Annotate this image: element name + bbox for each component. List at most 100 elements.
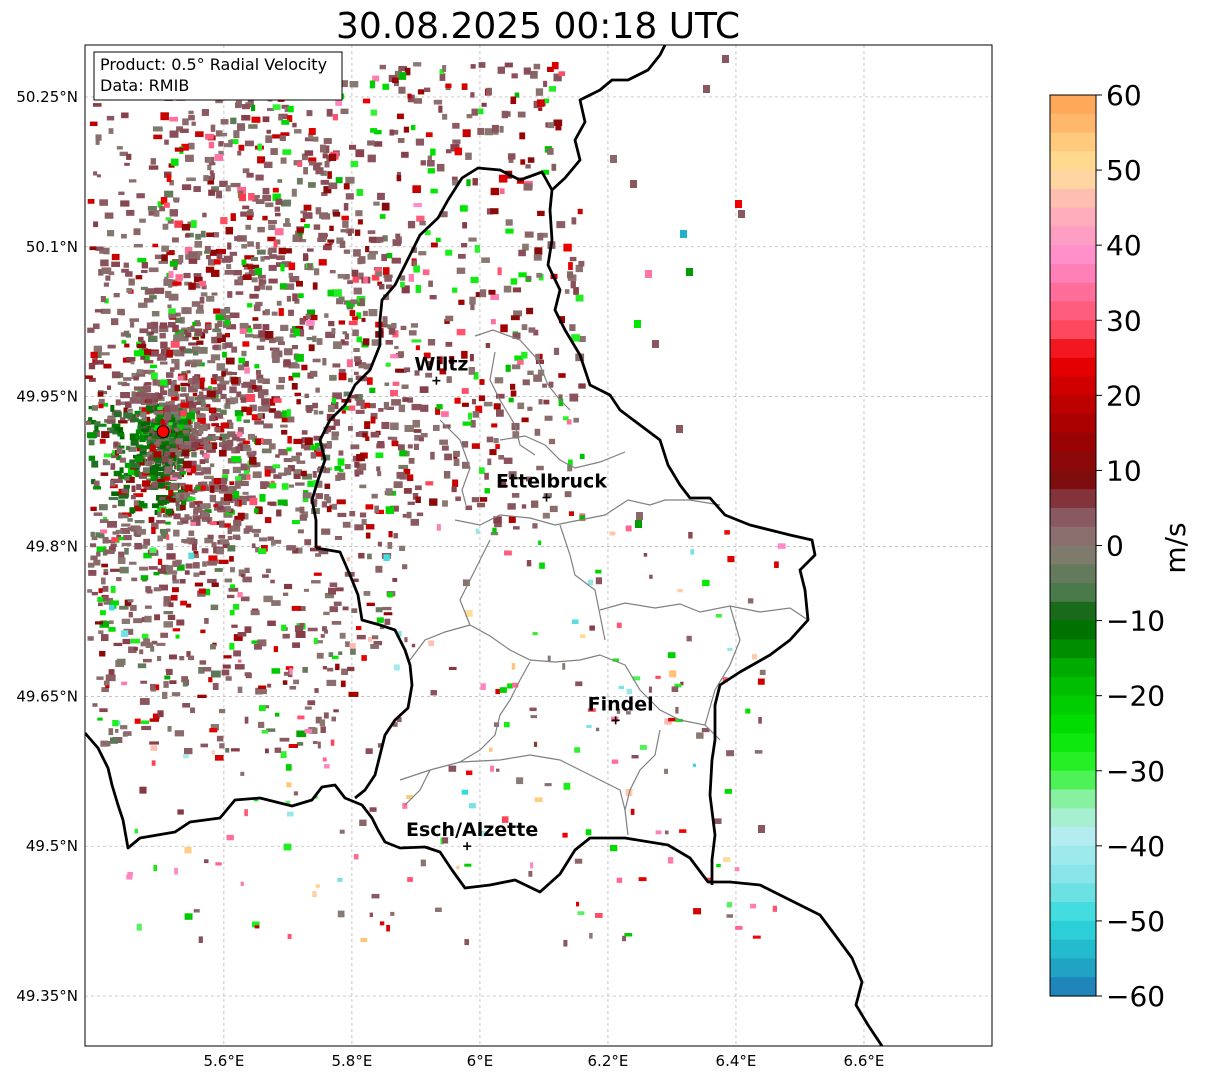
echo-pixel: [174, 453, 180, 460]
echo-pixel: [284, 283, 295, 290]
echo-pixel: [137, 425, 145, 430]
echo-pixel: [179, 466, 185, 472]
colorbar-segment: [1050, 95, 1096, 115]
echo-pixel: [220, 394, 227, 399]
echo-pixel: [130, 414, 136, 419]
echo-pixel: [349, 81, 359, 88]
echo-pixel: [185, 332, 192, 338]
echo-pixel: [449, 356, 455, 364]
echo-pixel: [292, 547, 302, 554]
echo-pixel: [243, 419, 250, 423]
echo-pixel: [465, 505, 473, 511]
echo-pixel: [284, 107, 290, 113]
echo-pixel: [567, 464, 573, 472]
echo-pixel: [302, 473, 312, 480]
echo-pixel: [369, 387, 376, 394]
echo-pixel: [352, 316, 359, 321]
echo-pixel: [187, 655, 195, 661]
echo-pixel: [190, 469, 197, 474]
echo-pixel: [469, 354, 474, 362]
echo-pixel: [343, 183, 350, 190]
echo-pixel: [777, 543, 786, 549]
echo-pixel: [207, 175, 214, 181]
echo-pixel: [246, 407, 252, 416]
echo-pixel: [102, 391, 108, 395]
echo-pixel: [404, 67, 411, 76]
echo-pixel: [170, 385, 179, 392]
echo-pixel: [484, 472, 489, 480]
longitude-labels: 5.6°E 5.8°E 6°E 6.2°E 6.4°E 6.6°E: [203, 1052, 884, 1070]
colorbar-segment: [1050, 883, 1096, 903]
echo-pixel: [244, 140, 254, 147]
echo-pixel: [328, 587, 336, 595]
echo-pixel: [207, 177, 215, 185]
echo-pixel: [461, 789, 469, 795]
echo-pixel: [370, 128, 378, 133]
echo-pixel: [143, 638, 150, 646]
echo-pixel: [169, 680, 177, 685]
echo-pixel: [354, 229, 361, 236]
echo-pixel: [238, 480, 249, 487]
echo-pixel: [481, 102, 487, 107]
echo-pixel: [675, 718, 683, 723]
echo-pixel: [210, 724, 220, 731]
echo-pixel: [406, 795, 413, 799]
echo-pixel: [210, 442, 218, 450]
echo-pixel: [199, 450, 205, 455]
echo-pixel: [88, 406, 94, 410]
echo-pixel: [435, 907, 442, 912]
echo-pixel: [164, 384, 169, 388]
echo-pixel: [188, 282, 196, 290]
echo-pixel: [549, 505, 558, 513]
echo-pixel: [182, 424, 193, 429]
echo-pixel: [638, 877, 647, 882]
echo-pixel: [375, 565, 383, 573]
echo-pixel: [578, 336, 586, 343]
echo-pixel: [122, 512, 131, 516]
echo-pixel: [90, 555, 98, 561]
echo-pixel: [519, 132, 526, 140]
echo-pixel: [170, 450, 176, 458]
echo-pixel: [149, 464, 159, 471]
echo-pixel: [196, 409, 201, 415]
echo-pixel: [106, 419, 115, 424]
echo-pixel: [240, 211, 248, 217]
echo-pixel: [169, 654, 177, 660]
echo-pixel: [181, 387, 187, 392]
colorbar-segment: [1050, 827, 1096, 847]
echo-pixel: [164, 276, 169, 281]
echo-pixel: [558, 316, 565, 324]
echo-pixel: [329, 374, 337, 381]
echo-pixel: [331, 398, 337, 404]
echo-pixel: [408, 330, 417, 336]
echo-pixel: [348, 426, 353, 431]
echo-pixel: [612, 658, 620, 662]
echo-pixel: [407, 220, 416, 229]
echo-pixel: [301, 430, 308, 435]
echo-pixel: [105, 275, 111, 281]
echo-pixel: [134, 410, 143, 416]
echo-pixel: [129, 433, 139, 441]
echo-pixel: [243, 513, 249, 520]
echo-pixel: [517, 402, 525, 410]
echo-pixel: [399, 450, 407, 457]
echo-pixel: [392, 722, 398, 727]
echo-pixel: [99, 650, 106, 657]
echo-pixel: [252, 921, 260, 928]
echo-pixel: [153, 455, 161, 460]
echo-pixel: [574, 858, 583, 864]
echo-pixel: [152, 379, 158, 386]
echo-pixel: [111, 253, 120, 261]
echo-pixel: [501, 816, 509, 823]
echo-pixel: [298, 547, 303, 554]
echo-pixel: [177, 458, 185, 464]
echo-pixel: [299, 622, 305, 627]
echo-pixel: [227, 371, 238, 376]
echo-pixel: [235, 446, 241, 454]
echo-pixel: [230, 748, 240, 752]
echo-pixel: [404, 450, 410, 457]
echo-pixel: [353, 348, 360, 353]
echo-pixel: [141, 725, 152, 731]
echo-pixel: [307, 263, 313, 269]
echo-pixel: [218, 534, 226, 539]
